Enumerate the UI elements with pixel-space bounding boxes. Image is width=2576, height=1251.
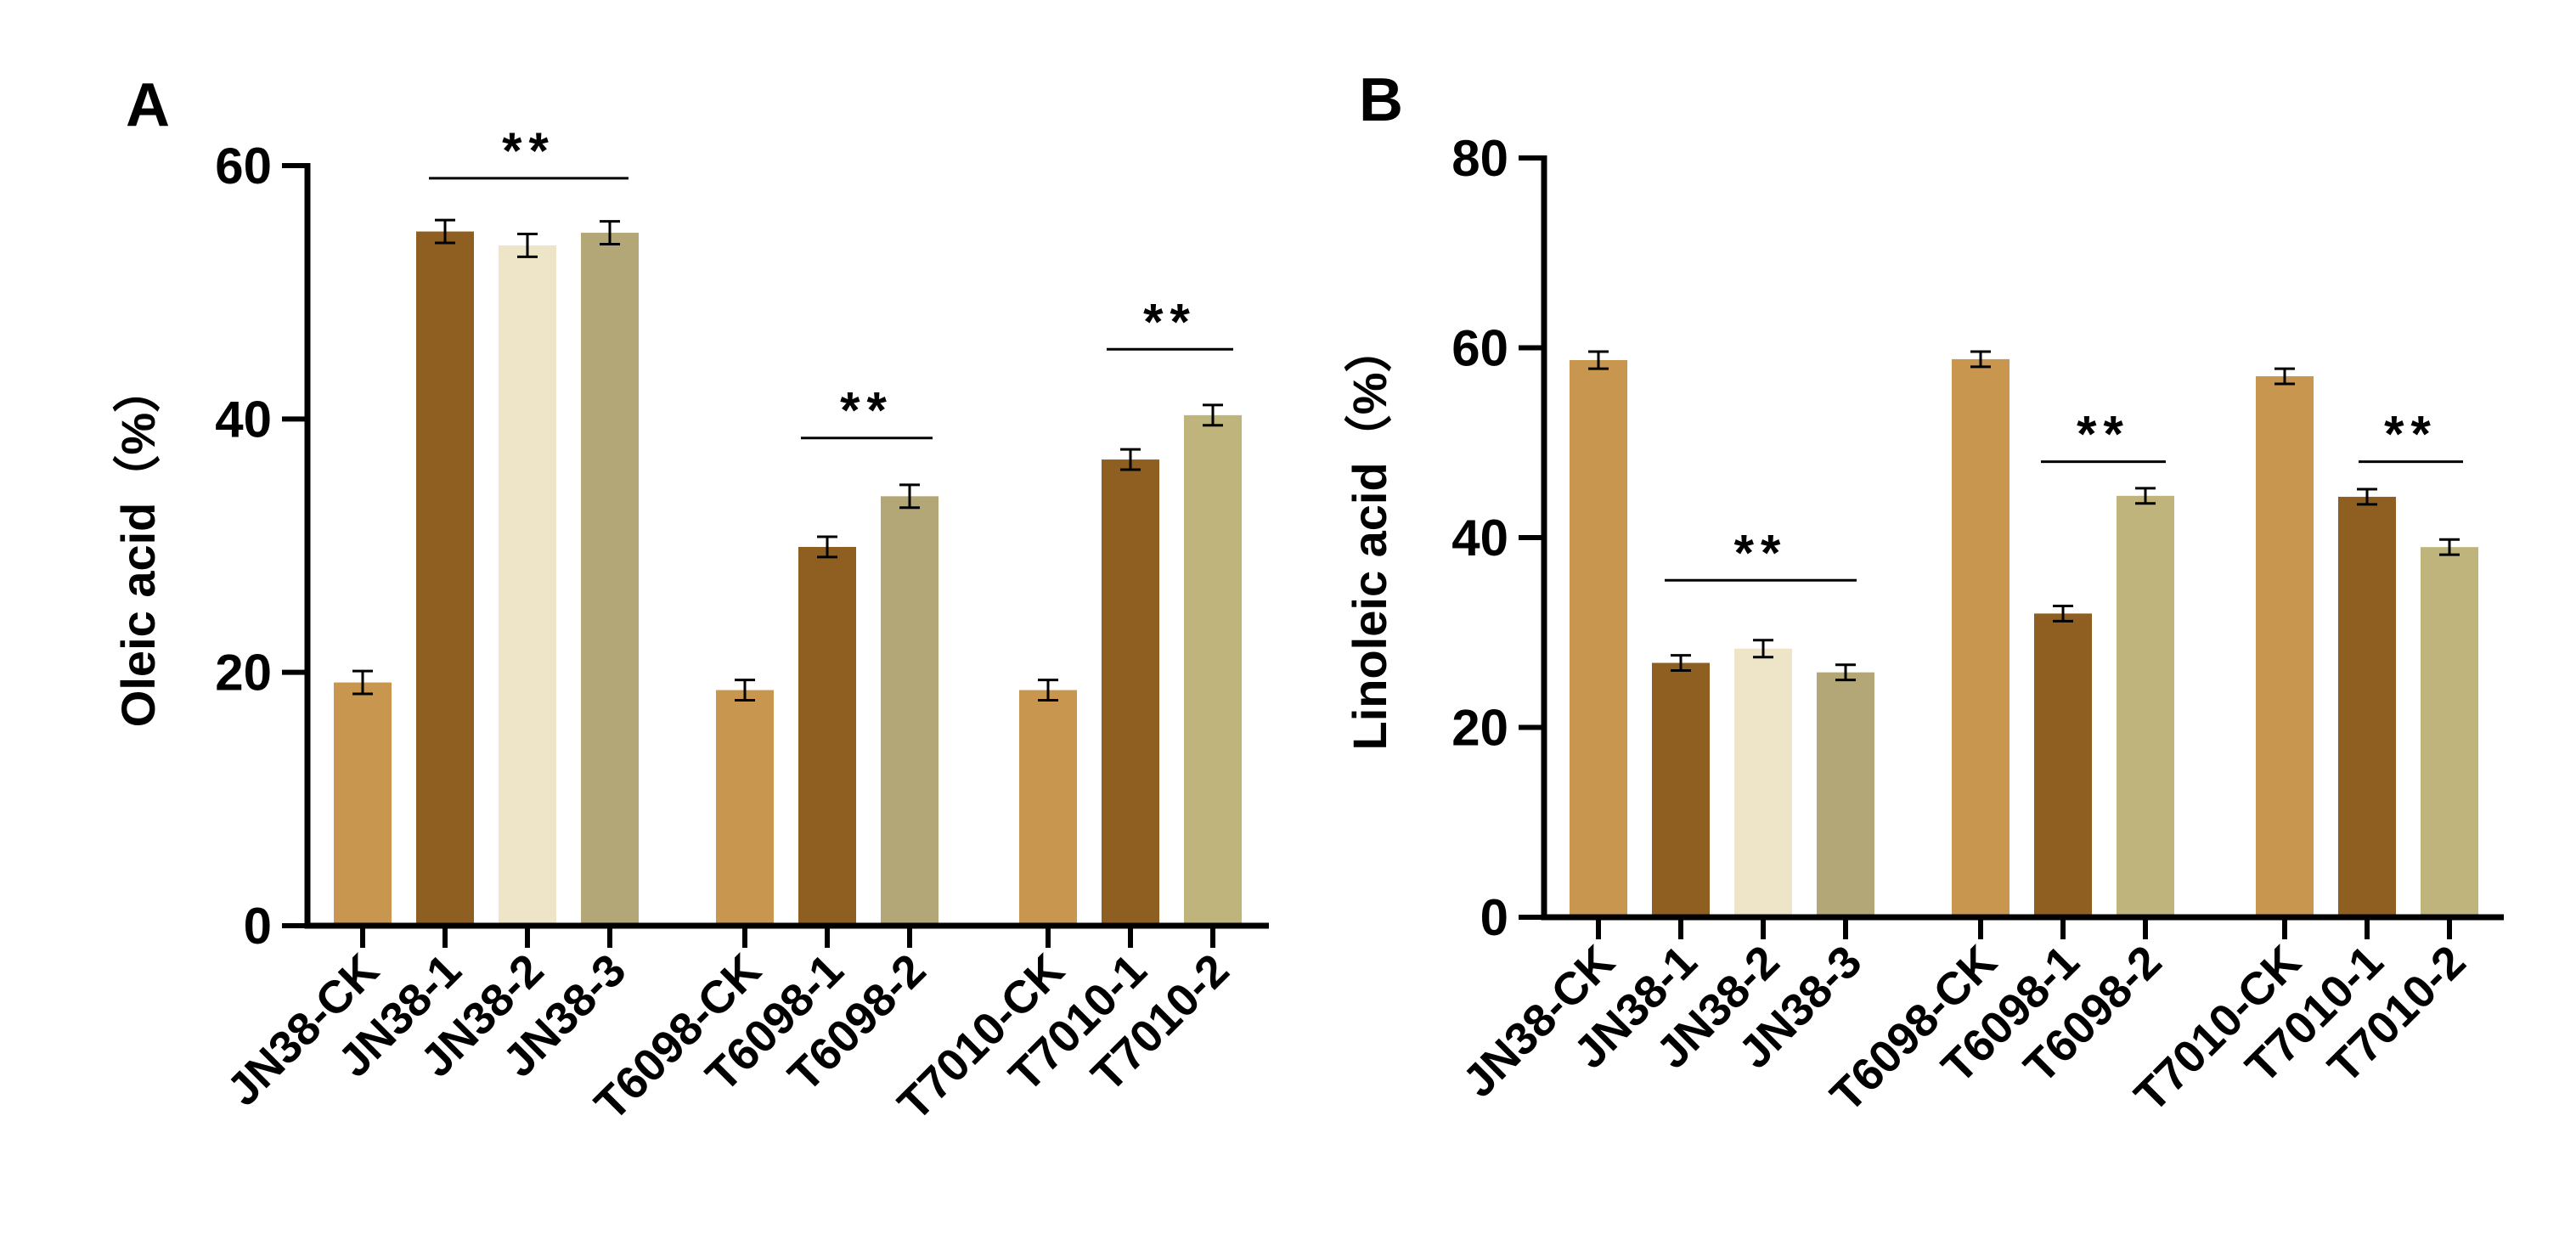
bar-jn38-1: [1652, 662, 1710, 917]
bar-t6098-1: [798, 546, 856, 926]
error-bar: [1753, 639, 1773, 659]
y-tick-label: 40: [1451, 510, 1508, 566]
error-bar: [1835, 663, 1856, 682]
significance-label: **: [2077, 406, 2130, 463]
error-bar: [2135, 487, 2156, 505]
significance-label: **: [1734, 524, 1788, 581]
panel-b-letter: B: [1359, 66, 1403, 134]
bar-jn38-3: [1817, 672, 1874, 917]
bar-jn38-3: [581, 233, 639, 926]
bar-jn38-ck: [334, 682, 392, 926]
error-bar: [600, 220, 620, 245]
y-tick-label: 40: [215, 391, 272, 448]
bar-t7010-1: [1102, 459, 1159, 926]
bar-t7010-ck: [1019, 690, 1077, 926]
bar-t7010-1: [2338, 496, 2396, 917]
bar-t6098-1: [2034, 613, 2092, 917]
error-bar: [435, 218, 455, 245]
error-bar: [1970, 350, 1991, 369]
y-tick-label: 80: [1451, 130, 1508, 187]
bar-jn38-ck: [1570, 360, 1627, 918]
significance-label: **: [1143, 293, 1197, 350]
significance-label: **: [502, 122, 555, 179]
error-bar: [817, 535, 837, 559]
error-bar: [1120, 448, 1141, 471]
y-tick-label: 0: [1480, 889, 1508, 946]
y-tick-label: 20: [215, 645, 272, 702]
error-bar: [2053, 604, 2073, 623]
y-tick-label: 20: [1451, 700, 1508, 757]
error-bar: [1038, 679, 1058, 702]
y-tick-label: 60: [1451, 320, 1508, 377]
error-bar: [2274, 367, 2295, 386]
bar-jn38-2: [1734, 648, 1792, 917]
error-bar: [2439, 538, 2460, 556]
panel-b-chart: B JN38-CKJN38-1JN38-2JN38-3T6098-CKT6098…: [1343, 66, 2504, 1122]
error-bar: [1671, 654, 1691, 672]
bar-t7010-2: [1184, 414, 1242, 926]
bar-t7010-ck: [2256, 376, 2314, 917]
error-bar: [899, 483, 920, 510]
y-tick-label: 60: [215, 138, 272, 194]
bar-t6098-2: [881, 496, 939, 926]
error-bar: [1203, 403, 1223, 427]
error-bar: [735, 679, 755, 702]
significance-label: **: [2384, 406, 2438, 463]
bar-t7010-2: [2421, 547, 2478, 917]
bar-t6098-ck: [716, 690, 774, 926]
y-axis-title: Linoleic acid（%）: [1343, 325, 1396, 751]
bar-t6098-2: [2117, 495, 2174, 917]
bar-t6098-ck: [1952, 358, 2010, 917]
error-bar: [1588, 350, 1609, 370]
bar-jn38-1: [416, 231, 474, 927]
panel-a-letter: A: [126, 71, 170, 139]
panel-a-chart: A JN38-CKJN38-1JN38-2JN38-3T6098-CKT6098…: [111, 71, 1269, 1130]
error-bar: [2357, 487, 2377, 506]
error-bar: [352, 669, 373, 696]
error-bar: [517, 233, 538, 258]
significance-label: **: [840, 382, 893, 439]
bar-jn38-2: [499, 245, 556, 927]
y-tick-label: 0: [244, 898, 272, 955]
y-axis-title: Oleic acid（%）: [111, 365, 165, 727]
